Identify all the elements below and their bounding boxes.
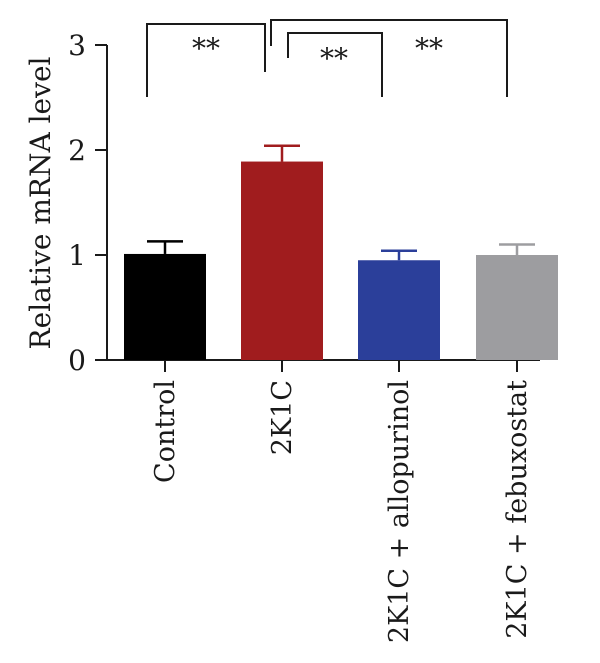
significance-bracket <box>270 19 508 97</box>
y-tick-label: 1 <box>68 239 86 272</box>
bar <box>124 253 206 360</box>
x-tick-label: 2K1C + allopurinol <box>384 380 415 643</box>
x-tick-label: Control <box>150 380 181 483</box>
y-axis-label: Relative mRNA level <box>24 56 57 349</box>
error-bar <box>264 144 300 162</box>
error-bar <box>147 240 183 254</box>
significance-brackets: ** ** ** <box>146 19 508 97</box>
significance-label: ** <box>192 32 220 65</box>
y-tick-label: 2 <box>68 134 86 167</box>
x-tick-label: 2K1C <box>267 380 298 455</box>
bars <box>124 144 558 360</box>
x-tick-labels: Control 2K1C 2K1C + allopurinol 2K1C + febu… <box>150 360 533 643</box>
significance-label: ** <box>415 32 443 65</box>
bar <box>358 260 440 360</box>
y-tick-label: 0 <box>68 344 86 377</box>
bar <box>241 161 323 360</box>
bar <box>476 255 558 360</box>
y-tick-label: 3 <box>68 29 86 62</box>
x-tick-label: 2K1C + febuxostat <box>502 380 533 639</box>
significance-bracket <box>146 23 266 97</box>
error-bar <box>381 249 417 261</box>
y-ticks: 0 1 2 3 <box>68 29 107 377</box>
error-bar <box>499 243 535 255</box>
significance-bracket <box>287 32 383 97</box>
significance-label: ** <box>320 42 348 75</box>
